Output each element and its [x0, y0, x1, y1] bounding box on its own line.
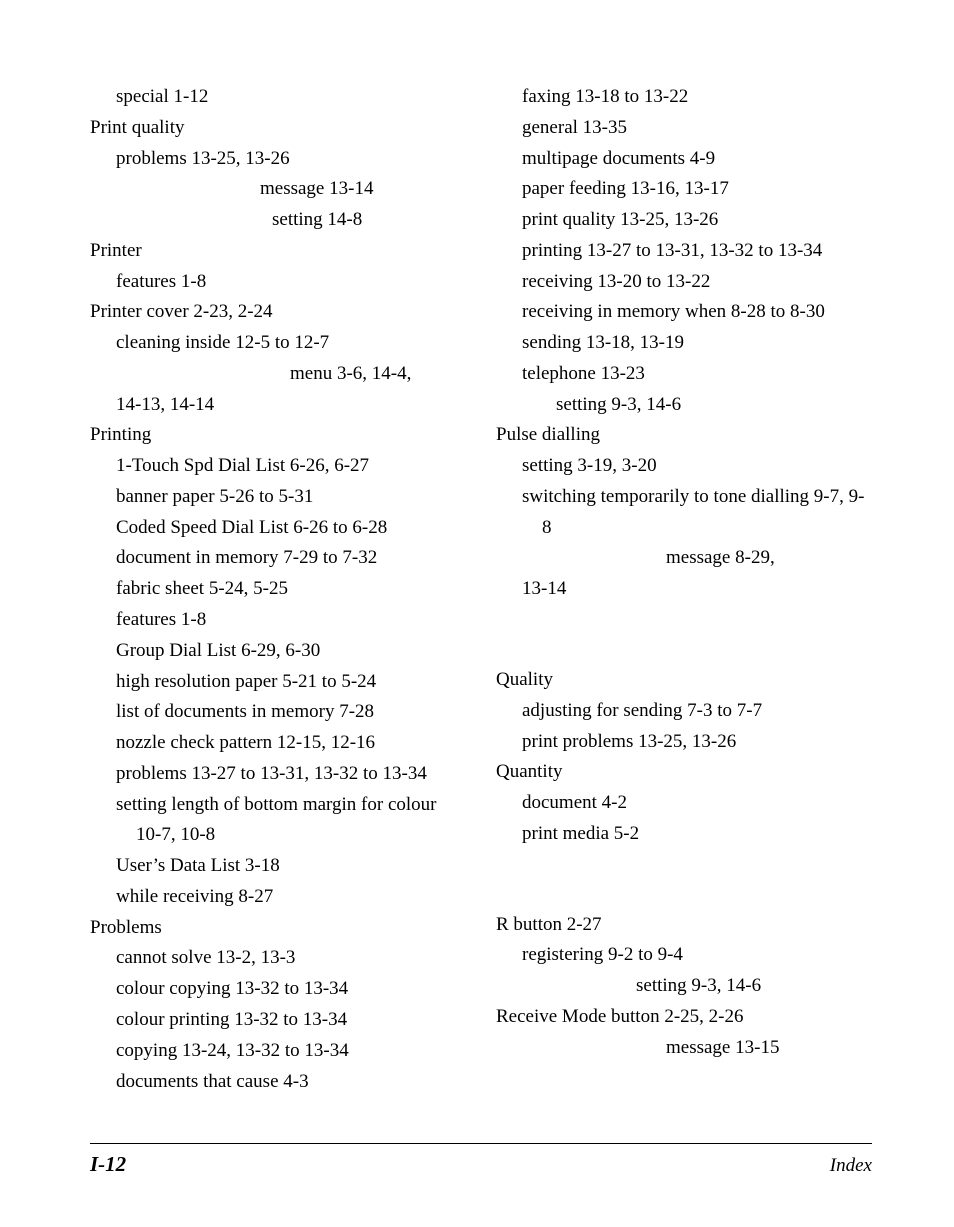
index-entry: banner paper 5-26 to 5-31	[90, 482, 466, 513]
index-entry	[496, 624, 872, 646]
index-entry: Print quality	[90, 113, 466, 144]
index-entry: 1-Touch Spd Dial List 6-26, 6-27	[90, 451, 466, 482]
index-entry: problems 13-25, 13-26	[90, 144, 466, 175]
index-entry: 14-13, 14-14	[90, 390, 466, 421]
index-page: special 1-12Print qualityproblems 13-25,…	[0, 0, 954, 1227]
index-entry: Printing	[90, 420, 466, 451]
index-entry: print media 5-2	[496, 819, 872, 850]
index-entry: setting length of bottom margin for colo…	[90, 790, 466, 852]
index-entry: features 1-8	[90, 605, 466, 636]
index-entry: setting 9-3, 14-6	[496, 971, 872, 1002]
index-entry: sending 13-18, 13-19	[496, 328, 872, 359]
index-entry: problems 13-27 to 13-31, 13-32 to 13-34	[90, 759, 466, 790]
index-entry: print quality 13-25, 13-26	[496, 205, 872, 236]
index-entry: features 1-8	[90, 267, 466, 298]
index-entry: Printer cover 2-23, 2-24	[90, 297, 466, 328]
page-number: I-12	[90, 1152, 126, 1177]
index-entry: printing 13-27 to 13-31, 13-32 to 13-34	[496, 236, 872, 267]
index-entry: message 13-14	[90, 174, 466, 205]
index-entry: R button 2-27	[496, 910, 872, 941]
index-entry: message 13-15	[496, 1033, 872, 1064]
index-entry: high resolution paper 5-21 to 5-24	[90, 667, 466, 698]
index-entry: general 13-35	[496, 113, 872, 144]
index-entry: menu 3-6, 14-4,	[90, 359, 466, 390]
index-entry: Group Dial List 6-29, 6-30	[90, 636, 466, 667]
index-entry: receiving in memory when 8-28 to 8-30	[496, 297, 872, 328]
index-entry: registering 9-2 to 9-4	[496, 940, 872, 971]
index-entry: 13-14	[496, 574, 872, 605]
index-entry: list of documents in memory 7-28	[90, 697, 466, 728]
index-entry: multipage documents 4-9	[496, 144, 872, 175]
index-entry: Quality	[496, 665, 872, 696]
index-entry: faxing 13-18 to 13-22	[496, 82, 872, 113]
index-entry: document 4-2	[496, 788, 872, 819]
index-entry: message 8-29,	[496, 543, 872, 574]
index-entry: Problems	[90, 913, 466, 944]
index-entry: adjusting for sending 7-3 to 7-7	[496, 696, 872, 727]
index-entry: Pulse dialling	[496, 420, 872, 451]
index-entry: Receive Mode button 2-25, 2-26	[496, 1002, 872, 1033]
index-column-right: faxing 13-18 to 13-22general 13-35multip…	[496, 82, 872, 1100]
index-entry: receiving 13-20 to 13-22	[496, 267, 872, 298]
index-entry: print problems 13-25, 13-26	[496, 727, 872, 758]
index-entry: User’s Data List 3-18	[90, 851, 466, 882]
index-entry: setting 14-8	[90, 205, 466, 236]
index-entry: documents that cause 4-3	[90, 1067, 466, 1098]
index-entry: while receiving 8-27	[90, 882, 466, 913]
index-entry: Coded Speed Dial List 6-26 to 6-28	[90, 513, 466, 544]
index-entry: Quantity	[496, 757, 872, 788]
index-entry: special 1-12	[90, 82, 466, 113]
index-entry: nozzle check pattern 12-15, 12-16	[90, 728, 466, 759]
index-entry: cleaning inside 12-5 to 12-7	[90, 328, 466, 359]
index-entry: telephone 13-23	[496, 359, 872, 390]
index-entry	[496, 869, 872, 891]
page-footer: I-12 Index	[90, 1143, 872, 1177]
index-entry: setting 3-19, 3-20	[496, 451, 872, 482]
index-entry: copying 13-24, 13-32 to 13-34	[90, 1036, 466, 1067]
index-entry: fabric sheet 5-24, 5-25	[90, 574, 466, 605]
footer-section-label: Index	[830, 1155, 872, 1177]
index-entry: Printer	[90, 236, 466, 267]
index-entry: colour printing 13-32 to 13-34	[90, 1005, 466, 1036]
index-entry: document in memory 7-29 to 7-32	[90, 543, 466, 574]
index-entry: colour copying 13-32 to 13-34	[90, 974, 466, 1005]
index-column-left: special 1-12Print qualityproblems 13-25,…	[90, 82, 466, 1100]
index-entry: switching temporarily to tone dialling 9…	[496, 482, 872, 544]
index-entry: setting 9-3, 14-6	[496, 390, 872, 421]
index-entry: paper feeding 13-16, 13-17	[496, 174, 872, 205]
footer-row: I-12 Index	[90, 1152, 872, 1177]
footer-rule	[90, 1143, 872, 1144]
index-entry: cannot solve 13-2, 13-3	[90, 943, 466, 974]
two-column-layout: special 1-12Print qualityproblems 13-25,…	[90, 82, 872, 1100]
